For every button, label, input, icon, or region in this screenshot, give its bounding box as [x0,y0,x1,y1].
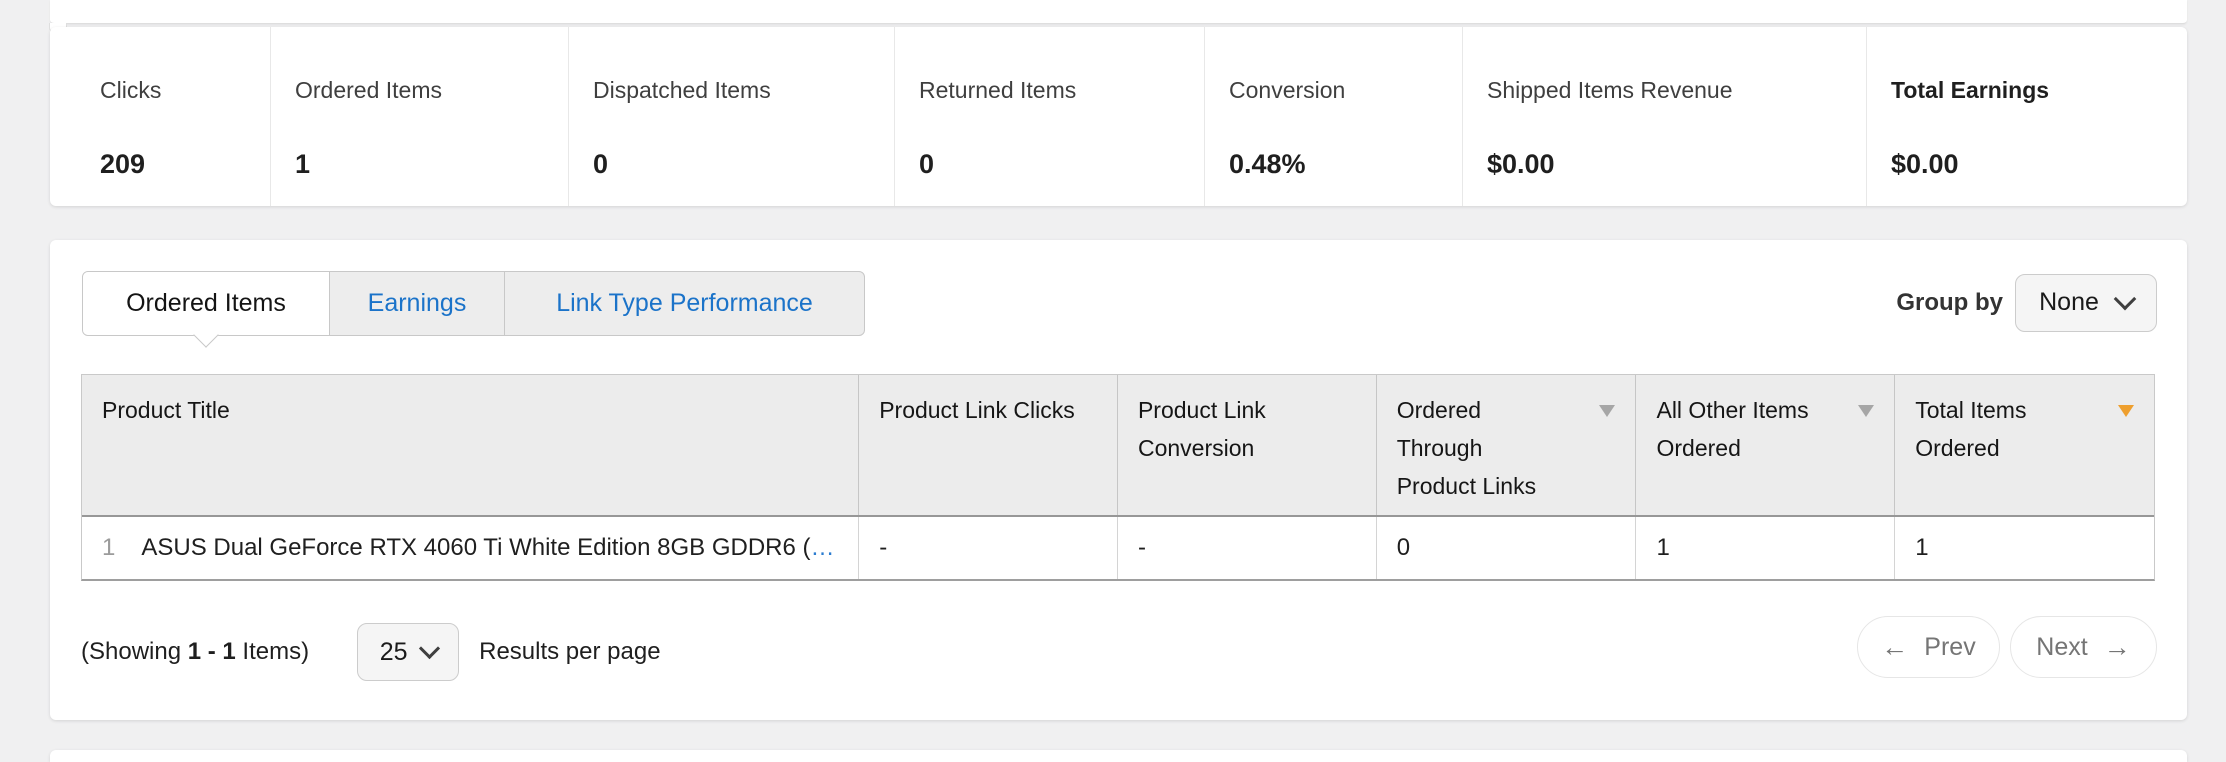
stat-card-dispatched-items: Dispatched Items 0 [568,27,894,206]
stat-value: 0.48% [1229,149,1306,179]
pagination-buttons: ← Prev Next → [1857,616,2157,678]
stat-label: Ordered Items [295,77,442,103]
stat-label: Conversion [1229,77,1346,103]
stat-card-total-earnings: Total Earnings $0.00 [1866,27,2187,206]
stat-label: Clicks [100,77,162,103]
showing-suffix: Items) [235,638,310,665]
next-page-button[interactable]: Next → [2010,616,2157,678]
stat-value: 1 [295,149,311,179]
report-panel: Ordered Items Earnings Link Type Perform… [50,240,2187,720]
column-label: Product Link Clicks [879,397,1075,423]
tab-ordered-items[interactable]: Ordered Items [83,272,329,348]
sort-down-icon[interactable] [1599,405,1616,417]
tab-earnings[interactable]: Earnings [329,272,504,335]
table-header-row: Product Title Product Link Clicks Produc… [82,375,2154,517]
column-label: Product Title [102,397,230,423]
stat-label: Returned Items [919,77,1077,103]
column-header-all-other-items-ordered[interactable]: All Other Items Ordered [1635,375,1894,515]
results-per-page-select[interactable]: 25 [357,623,460,681]
chevron-down-icon [418,637,440,660]
column-header-ordered-through-product-links[interactable]: Ordered Through Product Links [1375,375,1636,515]
cell-total-items-ordered: 1 [1894,517,2154,579]
row-index: 1 [102,534,116,561]
product-title-link[interactable]: ASUS Dual GeForce RTX 4060 Ti White Edit… [141,534,834,562]
product-title-text: ASUS Dual GeForce RTX 4060 Ti White Edit… [141,534,811,561]
previous-section-bottom-strip [50,0,2187,24]
prev-page-button[interactable]: ← Prev [1857,616,2000,678]
column-label: Total Items Ordered [1915,397,2027,461]
column-header-product-title: Product Title [82,375,858,515]
stat-value: $0.00 [1891,149,1959,179]
summary-stats-panel: Clicks 209 Ordered Items 1 Dispatched It… [50,27,2187,206]
product-title-ellipsis[interactable]: … [810,534,835,561]
next-section-top-strip [50,750,2187,762]
active-tab-notch [193,322,219,348]
cell-ordered-through-product-links: 0 [1375,517,1636,579]
stat-label: Shipped Items Revenue [1487,77,1733,103]
cell-all-other-items-ordered: 1 [1635,517,1894,579]
chevron-down-icon [2113,287,2137,311]
tab-label: Link Type Performance [556,289,813,317]
sort-down-icon[interactable] [1858,405,1875,417]
group-by-select[interactable]: None [2015,273,2157,332]
arrow-right-icon: → [2103,631,2131,662]
stat-card-shipped-items-revenue: Shipped Items Revenue $0.00 [1462,27,1866,206]
showing-range: 1 - 1 [187,638,236,665]
stat-value: 0 [593,149,609,179]
next-label: Next [2036,632,2088,661]
column-header-total-items-ordered[interactable]: Total Items Ordered [1894,375,2154,515]
arrow-left-icon: ← [1881,631,1909,662]
stat-card-clicks: Clicks 209 [50,27,270,206]
stat-card-conversion: Conversion 0.48% [1204,27,1462,206]
per-page-selected-value: 25 [379,637,408,666]
column-label: Ordered Through Product Links [1396,397,1537,499]
group-by-label: Group by [1896,288,2003,316]
stat-card-ordered-items: Ordered Items 1 [270,27,568,206]
report-tab-bar: Ordered Items Earnings Link Type Perform… [82,271,865,348]
column-header-product-link-conversion[interactable]: Product Link Conversion [1116,375,1376,515]
stat-value: 209 [100,149,146,179]
ordered-items-table: Product Title Product Link Clicks Produc… [81,374,2155,581]
stat-value: 0 [919,149,935,179]
prev-label: Prev [1924,632,1976,661]
cell-product-link-conversion: - [1116,517,1376,579]
column-label: Product Link Conversion [1137,397,1266,461]
showing-items-text: (Showing 1 - 1 Items) [81,638,309,666]
pagination-summary: (Showing 1 - 1 Items) 25 Results per pag… [81,623,661,681]
results-per-page-label: Results per page [479,638,661,665]
showing-prefix: (Showing [81,638,188,665]
stat-label: Total Earnings [1891,77,2050,103]
tab-label: Earnings [367,289,467,317]
stat-value: $0.00 [1487,149,1555,179]
group-by-control: Group by None [1896,271,2157,334]
cell-product-link-clicks: - [858,517,1117,579]
tab-link-type-performance[interactable]: Link Type Performance [504,272,864,335]
stat-card-returned-items: Returned Items 0 [894,27,1204,206]
group-by-selected-value: None [2039,288,2099,316]
column-header-product-link-clicks[interactable]: Product Link Clicks [858,375,1117,515]
table-row: 1 ASUS Dual GeForce RTX 4060 Ti White Ed… [82,517,2154,579]
stat-label: Dispatched Items [593,77,771,103]
cell-product-title: 1 ASUS Dual GeForce RTX 4060 Ti White Ed… [82,517,858,579]
tab-label: Ordered Items [126,289,286,317]
column-label: All Other Items Ordered [1656,397,1809,461]
sort-down-active-icon[interactable] [2118,405,2135,417]
